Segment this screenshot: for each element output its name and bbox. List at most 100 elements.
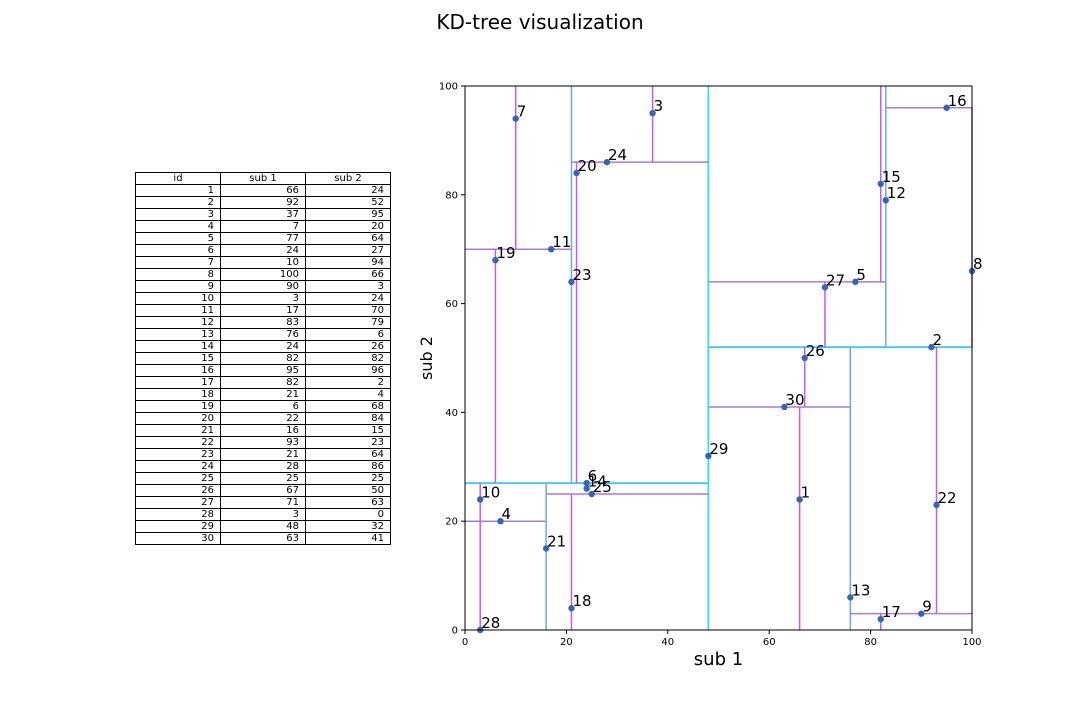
point-label: 2 [932,331,942,349]
y-tick-label: 0 [452,626,458,637]
point-label: 18 [572,592,591,610]
table-row: 15 82 82 [135,352,391,365]
table-row: 11 17 70 [135,304,391,317]
data-point [547,246,555,253]
x-tick-label: 60 [763,637,776,648]
plot-frame [464,85,973,631]
table-row: 29 48 32 [135,520,391,533]
point-label: 29 [709,440,728,458]
x-tick-label: 80 [864,637,877,648]
y-tick-label: 80 [445,190,458,201]
point-label: 7 [517,103,527,121]
point-label: 15 [882,168,901,186]
data-point [705,452,712,460]
data-point [877,615,884,623]
table-row: 10 3 24 [135,292,391,305]
data-point [852,278,859,286]
table-row: 19 6 68 [135,400,391,413]
data-point [568,605,575,612]
data-point [512,115,519,122]
data-point [568,278,575,286]
data-point [928,343,935,351]
point-label: 28 [481,614,500,632]
table-row: 6 24 27 [135,244,391,257]
data-points [477,104,976,634]
data-point [943,104,950,111]
split-lines [465,86,973,630]
table-row: 28 3 0 [135,508,391,521]
point-label: 30 [785,391,804,409]
point-labels: 1234567891011121314151617181920212223242… [481,92,982,632]
point-label: 10 [481,483,500,501]
data-point [801,354,808,362]
x-tick-label: 100 [962,637,981,648]
table-row: 7 10 94 [135,256,391,269]
data-point [603,158,611,166]
point-label: 5 [856,266,866,284]
x-tick-label: 20 [560,637,573,648]
table-row: 17 82 2 [135,376,391,389]
data-point [847,594,854,601]
table-row: 16 95 96 [135,364,391,377]
table-body: 1 66 24 2 92 52 3 37 95 4 7 20 5 77 64 6 24 27 7 10 94 8 100 66… [135,184,391,545]
chart-title: KD-tree visualization [436,10,644,34]
data-point [588,490,595,498]
data-table: id sub 1 sub 2 1 66 24 2 92 52 3 37 95 4 7 20 5 77 64 6… [135,172,391,545]
point-label: 11 [552,233,571,251]
x-tick-label: 0 [462,637,468,648]
cell-id: 30 [135,532,221,545]
data-point [573,169,580,177]
point-label: 19 [496,244,515,262]
point-label: 12 [887,184,906,202]
point-label: 25 [593,478,612,496]
point-label: 8 [973,255,983,273]
table-row: 12 83 79 [135,316,391,329]
point-label: 14 [588,473,607,491]
x-tick-label: 40 [661,637,674,648]
data-point [933,501,940,509]
point-label: 20 [578,157,597,175]
point-label: 22 [938,489,957,507]
y-tick-label: 100 [439,82,458,93]
point-label: 23 [572,266,591,284]
data-point [492,256,499,264]
cell-sub2: 41 [305,532,391,545]
point-label: 4 [501,505,511,523]
cell-sub1: 63 [220,532,306,545]
data-point [477,496,484,503]
data-point [781,403,788,411]
data-point [882,197,890,204]
point-label: 17 [882,603,901,621]
point-label: 13 [851,581,870,599]
data-point [877,180,884,188]
point-label: 24 [608,146,627,164]
data-point [821,284,829,291]
data-point [649,110,656,117]
table-row: 3 37 95 [135,208,391,221]
point-label: 16 [948,92,967,110]
point-label: 27 [826,271,845,289]
table-header-row: id sub 1 sub 2 [135,172,391,185]
data-point [583,485,590,492]
y-tick-label: 20 [445,517,458,528]
point-label: 1 [801,483,811,501]
point-label: 21 [547,532,566,550]
y-axis-label: sub 2 [417,336,436,380]
table-row: 20 22 84 [135,412,391,425]
data-point [497,518,504,525]
y-axis-ticks: 0 20 40 60 80 100 [439,82,465,637]
y-tick-label: 60 [445,299,458,310]
data-point [918,610,925,617]
x-axis-ticks: 0 20 40 60 80 100 [462,630,982,648]
point-label: 3 [654,97,664,115]
data-point [583,479,590,487]
table-row: 30 63 41 [135,532,391,545]
point-label: 26 [806,342,825,360]
y-tick-label: 40 [445,408,458,419]
x-axis-label: sub 1 [694,649,743,670]
table-row: 18 21 4 [135,388,391,401]
point-label: 9 [922,598,932,616]
point-label: 6 [588,467,598,485]
data-point [542,545,550,552]
